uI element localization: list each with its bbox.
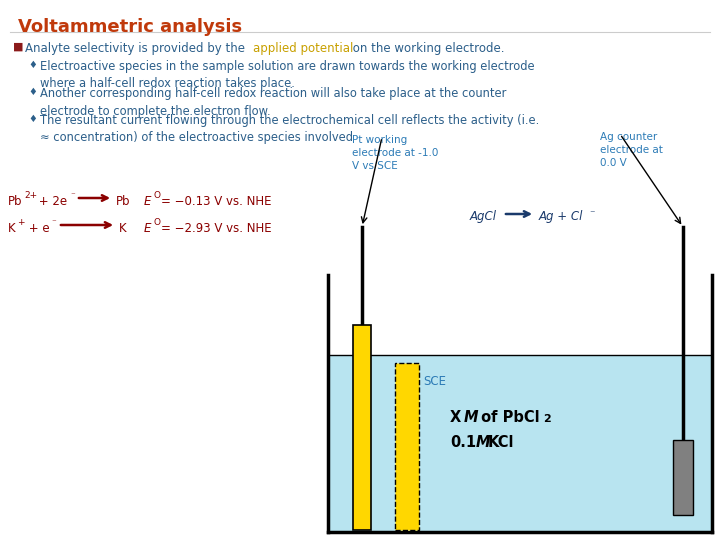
Text: O: O xyxy=(154,191,161,200)
Text: 2+: 2+ xyxy=(24,191,37,200)
Text: M: M xyxy=(476,435,490,450)
Text: Voltammetric analysis: Voltammetric analysis xyxy=(18,18,242,36)
Text: Ag counter
electrode at
0.0 V: Ag counter electrode at 0.0 V xyxy=(600,132,663,168)
Text: Ag + Cl: Ag + Cl xyxy=(539,210,583,223)
Text: O: O xyxy=(154,218,161,227)
Text: Pt working
electrode at -1.0
V vs SCE: Pt working electrode at -1.0 V vs SCE xyxy=(352,135,438,171)
Text: applied potential: applied potential xyxy=(253,42,354,55)
Text: ♦: ♦ xyxy=(28,87,37,97)
Text: + 2e: + 2e xyxy=(35,195,67,208)
Text: 2: 2 xyxy=(543,414,551,424)
Text: K: K xyxy=(119,222,127,235)
Text: +: + xyxy=(17,218,24,227)
Bar xyxy=(673,440,693,515)
Text: ♦: ♦ xyxy=(28,114,37,124)
Text: Pb: Pb xyxy=(8,195,22,208)
Text: The resultant current flowing through the electrochemical cell reflects the acti: The resultant current flowing through th… xyxy=(40,114,539,145)
Text: Analyte selectivity is provided by the: Analyte selectivity is provided by the xyxy=(25,42,248,55)
Text: ⁻: ⁻ xyxy=(70,191,75,200)
Text: KCl: KCl xyxy=(488,435,515,450)
Bar xyxy=(395,363,419,530)
Text: SCE: SCE xyxy=(423,375,446,388)
Bar xyxy=(353,325,371,530)
Text: on the working electrode.: on the working electrode. xyxy=(349,42,505,55)
Text: ■: ■ xyxy=(13,42,24,52)
Text: E: E xyxy=(144,195,151,208)
Text: ⁻: ⁻ xyxy=(589,209,595,219)
Text: = −2.93 V vs. NHE: = −2.93 V vs. NHE xyxy=(161,222,271,235)
Text: K: K xyxy=(8,222,16,235)
Text: X: X xyxy=(450,410,464,425)
Text: 0.1: 0.1 xyxy=(450,435,476,450)
Text: Pb: Pb xyxy=(116,195,130,208)
Bar xyxy=(330,355,711,530)
Text: ♦: ♦ xyxy=(28,60,37,70)
Text: M: M xyxy=(464,410,479,425)
Text: Another corresponding half-cell redox reaction will also take place at the count: Another corresponding half-cell redox re… xyxy=(40,87,506,118)
Text: = −0.13 V vs. NHE: = −0.13 V vs. NHE xyxy=(161,195,271,208)
Text: of PbCl: of PbCl xyxy=(476,410,539,425)
Text: + e: + e xyxy=(25,222,50,235)
Text: Electroactive species in the sample solution are drawn towards the working elect: Electroactive species in the sample solu… xyxy=(40,60,535,91)
Text: AgCl: AgCl xyxy=(470,210,497,223)
Text: E: E xyxy=(144,222,151,235)
Text: ⁻: ⁻ xyxy=(51,218,55,227)
